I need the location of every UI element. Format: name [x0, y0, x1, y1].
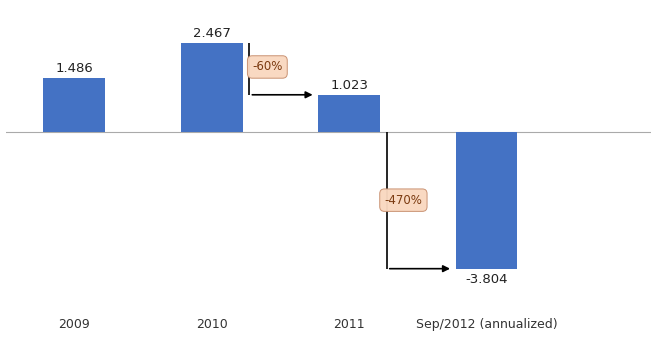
Bar [455, 132, 518, 269]
Bar [43, 78, 105, 132]
Bar [181, 43, 242, 132]
Bar [318, 95, 380, 132]
Text: -470%: -470% [384, 194, 422, 207]
Text: -60%: -60% [252, 60, 283, 73]
Text: 2.467: 2.467 [193, 27, 231, 40]
Text: 1.486: 1.486 [55, 62, 93, 75]
Text: 1.023: 1.023 [330, 79, 368, 92]
Text: -3.804: -3.804 [465, 273, 508, 286]
